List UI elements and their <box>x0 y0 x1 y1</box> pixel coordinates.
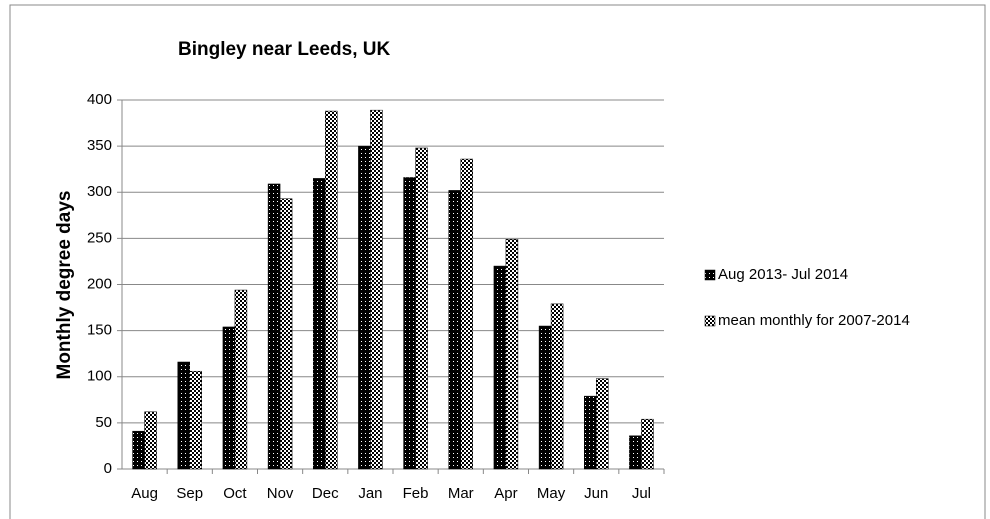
bar <box>448 190 461 470</box>
x-tick-label: Dec <box>312 485 339 502</box>
x-tick-label: Jun <box>584 485 608 502</box>
y-tick-label: 350 <box>87 137 112 154</box>
y-tick-label: 250 <box>87 229 112 246</box>
bar <box>279 198 293 470</box>
bar <box>538 325 552 470</box>
y-tick-label: 150 <box>87 322 112 339</box>
x-tick-label: Aug <box>131 485 158 502</box>
bar <box>313 178 326 470</box>
x-tick-label: Jan <box>358 485 382 502</box>
bar <box>370 109 383 470</box>
y-tick-label: 50 <box>95 414 112 431</box>
bar <box>596 378 609 470</box>
bar <box>267 183 281 470</box>
bar <box>189 370 202 470</box>
chart-title: Bingley near Leeds, UK <box>178 39 391 60</box>
bar <box>641 418 654 470</box>
bar <box>144 411 157 470</box>
bar <box>505 239 519 470</box>
bar <box>493 265 507 470</box>
x-tick-label: May <box>537 485 566 502</box>
x-tick-label: Feb <box>403 485 429 502</box>
x-tick-label: Sep <box>176 485 203 502</box>
legend-swatch <box>704 315 716 327</box>
y-tick-label: 100 <box>87 368 112 385</box>
y-tick-label: 200 <box>87 275 112 292</box>
bar <box>177 361 190 470</box>
x-tick-label: Mar <box>448 485 474 502</box>
bar <box>415 147 428 470</box>
x-tick-label: Apr <box>494 485 517 502</box>
y-axis-label: Monthly degree days <box>54 191 75 380</box>
x-tick-label: Jul <box>632 485 651 502</box>
x-tick-label: Nov <box>267 485 294 502</box>
y-tick-label: 0 <box>104 460 112 477</box>
bar <box>629 435 642 470</box>
bar <box>358 145 371 470</box>
bar <box>403 177 416 470</box>
legend-label: mean monthly for 2007-2014 <box>718 312 910 329</box>
y-tick-label: 400 <box>87 91 112 108</box>
bar <box>132 430 145 470</box>
bar <box>460 158 473 470</box>
chart-frame <box>9 4 986 519</box>
x-tick-label: Oct <box>223 485 247 502</box>
bar <box>234 289 248 470</box>
bar <box>222 326 236 470</box>
y-tick-label: 300 <box>87 183 112 200</box>
legend-swatch <box>704 269 716 281</box>
bar <box>550 303 564 470</box>
bar <box>325 110 338 470</box>
legend-label: Aug 2013- Jul 2014 <box>718 266 848 283</box>
bar <box>584 395 597 470</box>
